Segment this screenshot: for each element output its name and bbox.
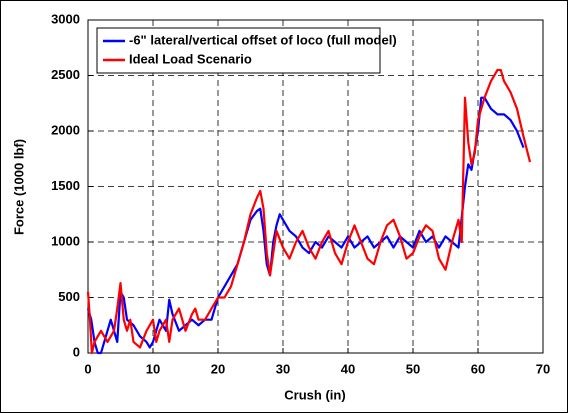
x-tick-label: 50	[406, 361, 420, 376]
x-tick-label: 10	[146, 361, 160, 376]
y-tick-label: 1500	[51, 178, 80, 193]
legend-label: Ideal Load Scenario	[129, 51, 252, 66]
x-tick-label: 70	[536, 361, 550, 376]
plot-area	[87, 19, 544, 354]
x-tick-label: 40	[341, 361, 355, 376]
y-tick-label: 2500	[51, 67, 80, 82]
y-tick-label: 3000	[51, 11, 80, 26]
legend-label: -6" lateral/vertical offset of loco (ful…	[129, 32, 397, 47]
x-tick-label: 0	[84, 361, 91, 376]
y-tick-label: 2000	[51, 122, 80, 137]
y-axis-label: Force (1000 lbf)	[11, 139, 26, 235]
series-line	[86, 68, 532, 355]
legend-box	[96, 27, 381, 74]
x-tick-label: 20	[211, 361, 225, 376]
y-tick-label: 0	[73, 344, 80, 359]
x-axis-label: Crush (in)	[284, 387, 345, 402]
y-tick-label: 1000	[51, 233, 80, 248]
x-tick-label: 60	[471, 361, 485, 376]
x-tick-label: 30	[276, 361, 290, 376]
y-tick-label: 500	[58, 289, 80, 304]
